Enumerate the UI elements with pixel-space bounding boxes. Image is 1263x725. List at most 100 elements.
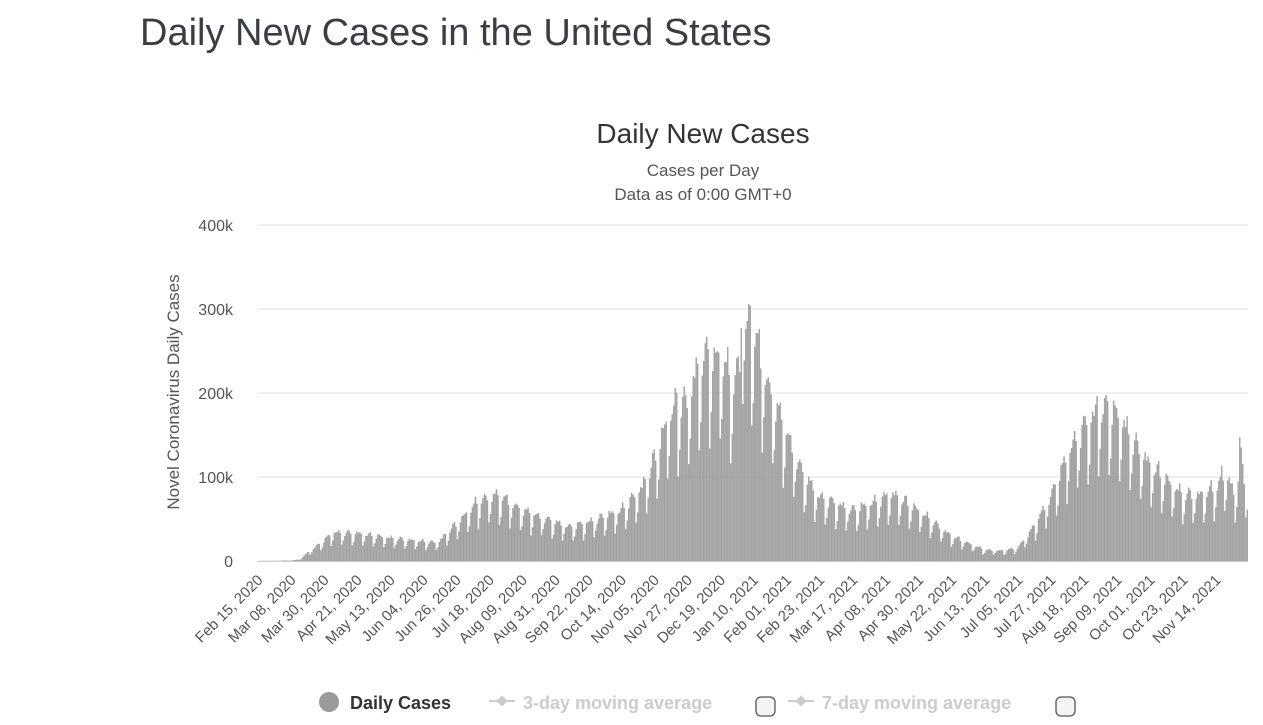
bar: [489, 513, 492, 562]
bar: [407, 541, 409, 562]
bar: [811, 480, 813, 562]
bar: [441, 537, 444, 562]
bar: [383, 547, 385, 562]
bar: [422, 538, 424, 562]
bar: [681, 397, 684, 562]
bar: [519, 530, 522, 562]
bar: [461, 516, 463, 562]
bar: [561, 540, 564, 562]
bar: [758, 329, 760, 562]
bar: [302, 557, 304, 562]
bar: [1129, 490, 1131, 562]
bar: [919, 532, 921, 562]
bar: [853, 504, 855, 562]
bar: [398, 538, 400, 562]
bar: [779, 402, 781, 562]
bar: [755, 332, 757, 562]
bar: [579, 521, 582, 562]
bar: [686, 407, 688, 562]
bar: [980, 548, 983, 562]
bar: [500, 517, 502, 562]
bar: [703, 360, 705, 562]
bar: [543, 523, 546, 562]
legend-diamond-icon: [496, 695, 508, 707]
bar: [1090, 422, 1092, 562]
bar: [306, 552, 308, 562]
bar: [426, 547, 429, 562]
bar: [399, 536, 402, 562]
bar: [344, 536, 346, 562]
bar: [1036, 533, 1038, 562]
bar: [599, 513, 601, 562]
bar: [710, 412, 712, 562]
bar: [549, 519, 552, 562]
bar: [563, 533, 565, 562]
legend-item[interactable]: 3-day moving average: [489, 693, 712, 713]
bar: [757, 333, 759, 562]
bar: [648, 478, 651, 562]
bar: [796, 469, 798, 562]
bar: [345, 532, 348, 562]
bar: [1091, 411, 1094, 562]
bar: [1192, 522, 1194, 562]
bar: [564, 527, 567, 562]
bar: [336, 532, 339, 562]
bar: [902, 501, 905, 562]
bar: [941, 537, 944, 562]
bar: [309, 555, 311, 562]
bar: [680, 417, 682, 562]
legend-checkbox[interactable]: [755, 696, 776, 717]
bar: [1133, 440, 1136, 562]
bar: [570, 526, 573, 562]
bar: [1034, 540, 1037, 562]
bar: [896, 495, 899, 562]
bar: [671, 414, 673, 562]
bar: [455, 526, 457, 562]
bar: [356, 531, 358, 562]
bar: [470, 512, 472, 562]
bar: [452, 523, 454, 562]
bar: [692, 375, 694, 562]
bar: [665, 421, 667, 562]
bar: [1225, 500, 1227, 562]
bar: [767, 377, 769, 562]
y-axis-ticks: 0 100k 200k 300k 400k: [198, 218, 234, 571]
bar: [904, 496, 906, 562]
bar: [386, 538, 388, 562]
bar: [712, 371, 714, 562]
bar: [1203, 522, 1205, 562]
bar: [718, 352, 720, 562]
bar: [446, 545, 448, 562]
bar: [976, 546, 978, 562]
bar: [833, 503, 836, 562]
bar: [1227, 480, 1229, 562]
bar: [335, 532, 337, 562]
bar: [950, 546, 953, 562]
page-title: Daily New Cases in the United States: [140, 12, 772, 54]
bar: [323, 542, 325, 562]
bar: [636, 512, 639, 562]
bar: [558, 520, 561, 562]
bar: [856, 531, 858, 562]
legend-item[interactable]: Daily Cases: [319, 692, 451, 713]
bar: [1197, 491, 1199, 562]
bar: [797, 462, 799, 562]
bar: [838, 505, 840, 562]
bar: [938, 528, 941, 562]
bar: [746, 320, 748, 562]
bar: [925, 515, 927, 562]
bar: [1115, 408, 1118, 562]
bar: [901, 504, 903, 562]
chart-subtitle-line-1: Cases per Day: [647, 161, 760, 180]
bar: [1111, 424, 1113, 562]
bar: [650, 467, 652, 562]
bar: [1076, 487, 1079, 562]
bar: [814, 522, 816, 562]
legend-checkbox[interactable]: [1055, 696, 1076, 717]
bar: [1224, 510, 1226, 562]
legend-item[interactable]: 7-day moving average: [788, 693, 1011, 713]
bar: [635, 522, 637, 562]
bar: [760, 368, 762, 562]
bar: [332, 540, 334, 562]
